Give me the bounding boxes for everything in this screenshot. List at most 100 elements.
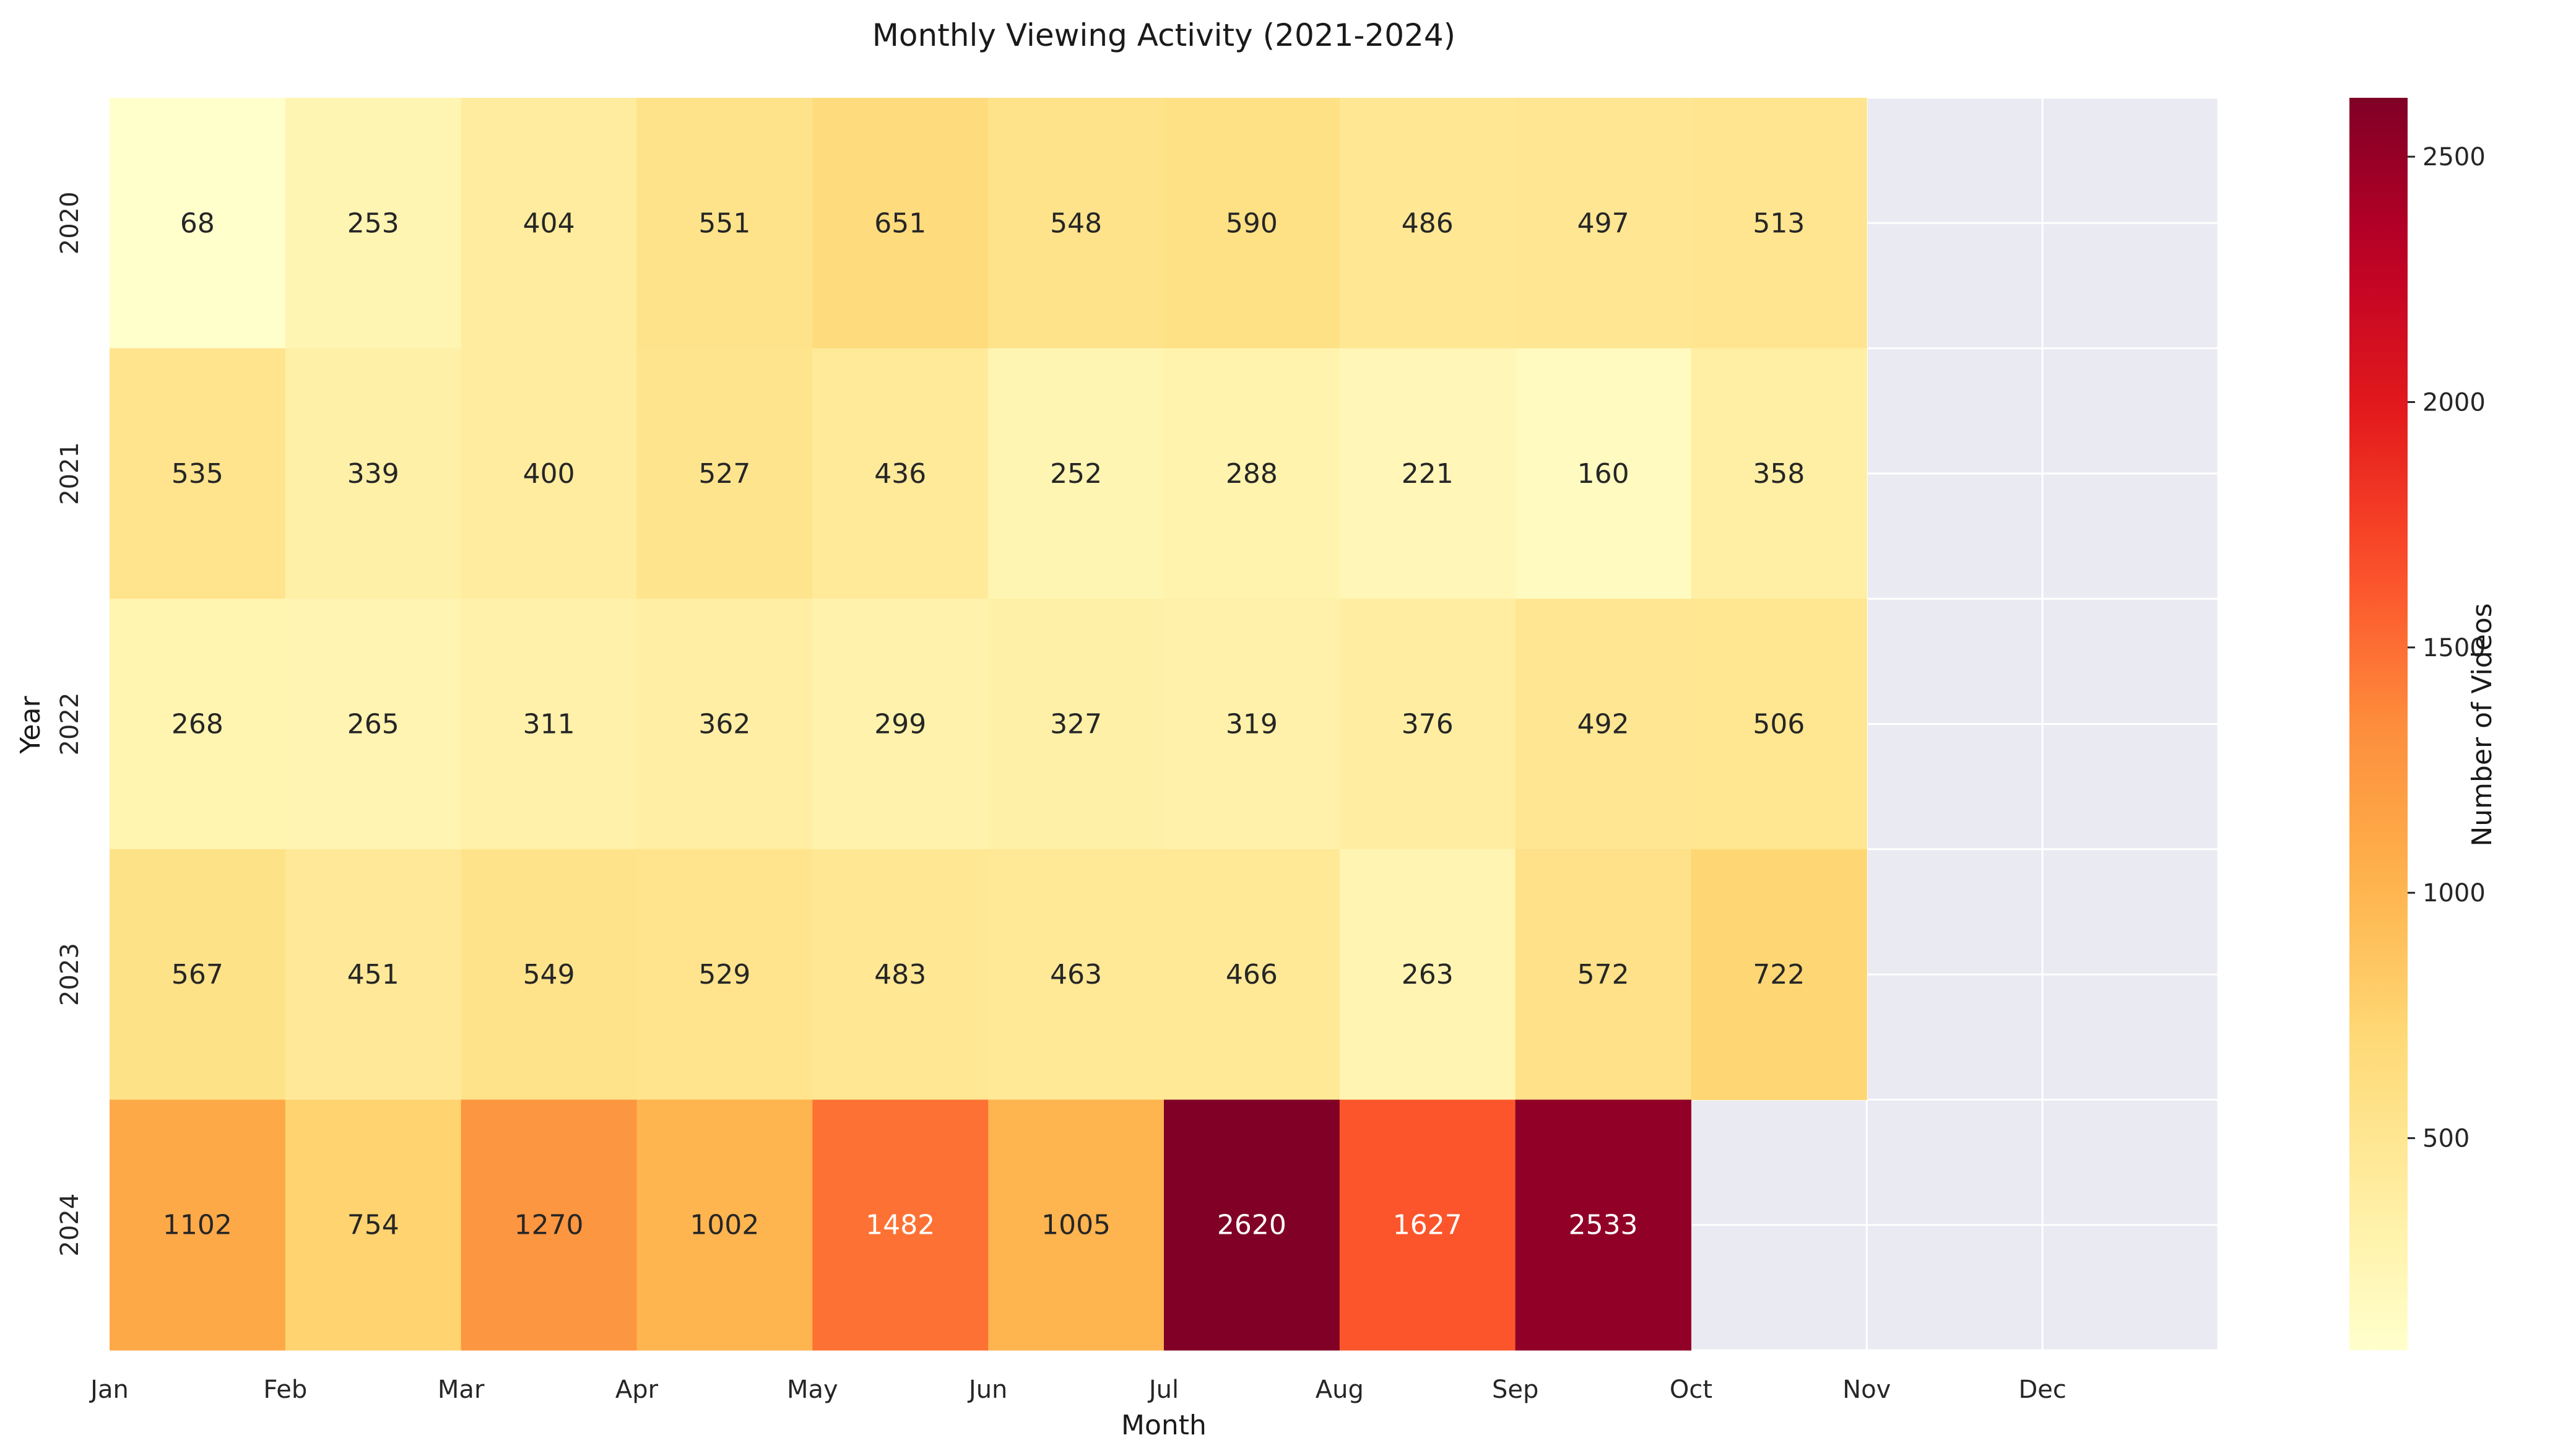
- heatmap-cell: [812, 599, 989, 850]
- heatmap-cell: [636, 98, 813, 349]
- cell-value-label: 252: [1050, 458, 1102, 490]
- heatmap-cell: [1691, 849, 1867, 1100]
- x-tick-label: Nov: [1842, 1376, 1891, 1404]
- cell-value-label: 572: [1577, 959, 1629, 990]
- cell-value-label: 160: [1577, 458, 1629, 490]
- cell-value-label: 529: [698, 959, 750, 990]
- cell-value-label: 400: [523, 458, 575, 490]
- cell-value-label: 311: [523, 709, 575, 740]
- cell-value-label: 651: [874, 207, 926, 239]
- cell-value-label: 492: [1577, 709, 1629, 740]
- heatmap-cell: [636, 599, 813, 850]
- heatmap-cell: [1164, 98, 1340, 349]
- heatmap-cell: [110, 98, 286, 349]
- cell-value-label: 535: [171, 458, 223, 490]
- cell-value-label: 362: [698, 709, 750, 740]
- heatmap-cell: [285, 348, 462, 599]
- heatmap-cell: [1515, 348, 1692, 599]
- cell-value-label: 463: [1050, 959, 1102, 990]
- heatmap-cell: [988, 1099, 1164, 1351]
- cell-value-label: 1102: [163, 1210, 232, 1241]
- cell-value-label: 486: [1402, 207, 1454, 239]
- chart-title: Monthly Viewing Activity (2021-2024): [872, 17, 1455, 53]
- x-tick-label: Apr: [615, 1376, 659, 1404]
- x-tick-label: Sep: [1492, 1376, 1538, 1404]
- cell-value-label: 339: [347, 458, 399, 490]
- cell-value-label: 288: [1226, 458, 1278, 490]
- cell-value-label: 68: [180, 207, 215, 239]
- heatmap-cell: [1164, 599, 1340, 850]
- cell-value-label: 2533: [1569, 1210, 1638, 1241]
- y-tick-label: 2022: [56, 693, 84, 756]
- heatmap-cell: [1515, 98, 1692, 349]
- heatmap-cell: [285, 98, 462, 349]
- x-tick-label: May: [787, 1376, 838, 1404]
- cell-value-label: 1270: [514, 1210, 584, 1241]
- x-tick-label: Aug: [1316, 1376, 1364, 1404]
- y-axis-ticks: 2020 2021 2022 2023 2024: [56, 191, 84, 1256]
- heatmap-cell: [1515, 849, 1692, 1100]
- cell-value-label: 754: [347, 1210, 399, 1241]
- heatmap-cell: [285, 599, 462, 850]
- colorbar-tick-label: 2500: [2422, 143, 2486, 171]
- cell-value-label: 1005: [1041, 1210, 1111, 1241]
- heatmap-cell: [461, 849, 638, 1100]
- x-tick-label: Jul: [1147, 1376, 1179, 1404]
- x-axis-ticks: Jan Feb Mar Apr May Jun Jul Aug Sep Oct Nov Dec: [89, 1376, 2066, 1404]
- y-tick-label: 2021: [56, 442, 84, 505]
- heatmap-cell: [812, 98, 989, 349]
- heatmap-cell: [988, 849, 1164, 1100]
- y-tick-label: 2020: [56, 191, 84, 254]
- heatmap-cell: [1515, 599, 1692, 850]
- heatmap-cells: [110, 98, 1867, 1351]
- cell-value-label: 549: [523, 959, 575, 990]
- colorbar-tick-label: 1000: [2422, 879, 2486, 908]
- cell-value-label: 1002: [690, 1210, 759, 1241]
- heatmap-cell: [1339, 849, 1516, 1100]
- x-tick-label: Jun: [967, 1376, 1008, 1404]
- heatmap-cell: [1691, 348, 1867, 599]
- heatmap-cell: [1164, 849, 1340, 1100]
- cell-value-label: 2620: [1217, 1210, 1286, 1241]
- heatmap-cell: [110, 849, 286, 1100]
- colorbar-label: Number of Videos: [2466, 603, 2498, 846]
- cell-value-label: 497: [1577, 207, 1629, 239]
- heatmap-cell: [1339, 98, 1516, 349]
- heatmap-cell: [812, 348, 989, 599]
- cell-value-label: 506: [1753, 709, 1805, 740]
- heatmap-cell: [636, 1099, 813, 1351]
- cell-value-label: 253: [347, 207, 399, 239]
- heatmap-cell: [636, 849, 813, 1100]
- heatmap-cell: [110, 348, 286, 599]
- x-tick-label: Jan: [89, 1376, 129, 1404]
- colorbar-tick-label: 2000: [2422, 388, 2486, 417]
- cell-value-label: 513: [1753, 207, 1805, 239]
- x-tick-label: Oct: [1670, 1376, 1712, 1404]
- colorbar: [2349, 98, 2408, 1350]
- cell-value-label: 221: [1402, 458, 1454, 490]
- cell-value-labels: 68 253 404 551 651 548 590 486 497 513 535 339 400 52…: [163, 207, 1805, 1241]
- cell-value-label: 404: [523, 207, 575, 239]
- cell-value-label: 722: [1753, 959, 1805, 990]
- colorbar-ticks: 500 1000 1500 2000 2500: [2408, 143, 2486, 1153]
- cell-value-label: 551: [698, 207, 750, 239]
- x-axis-label: Month: [1121, 1410, 1207, 1441]
- heatmap-cell: [110, 599, 286, 850]
- heatmap-cell: [988, 348, 1164, 599]
- heatmap-cell: [461, 599, 638, 850]
- colorbar-tick-label: 500: [2422, 1125, 2470, 1153]
- heatmap-cell: [1691, 599, 1867, 850]
- heatmap-cell: [461, 348, 638, 599]
- heatmap-cell: [461, 98, 638, 349]
- heatmap-cell: [636, 348, 813, 599]
- y-tick-label: 2023: [56, 943, 84, 1006]
- heatmap-cell: [1515, 1099, 1692, 1351]
- heatmap-cell: [461, 1099, 638, 1351]
- cell-value-label: 466: [1226, 959, 1278, 990]
- cell-value-label: 548: [1050, 207, 1102, 239]
- heatmap-cell: [285, 849, 462, 1100]
- colorbar-tick-label: 1500: [2422, 634, 2486, 662]
- heatmap-cell: [1164, 1099, 1340, 1351]
- cell-value-label: 299: [874, 709, 926, 740]
- cell-value-label: 1627: [1393, 1210, 1462, 1241]
